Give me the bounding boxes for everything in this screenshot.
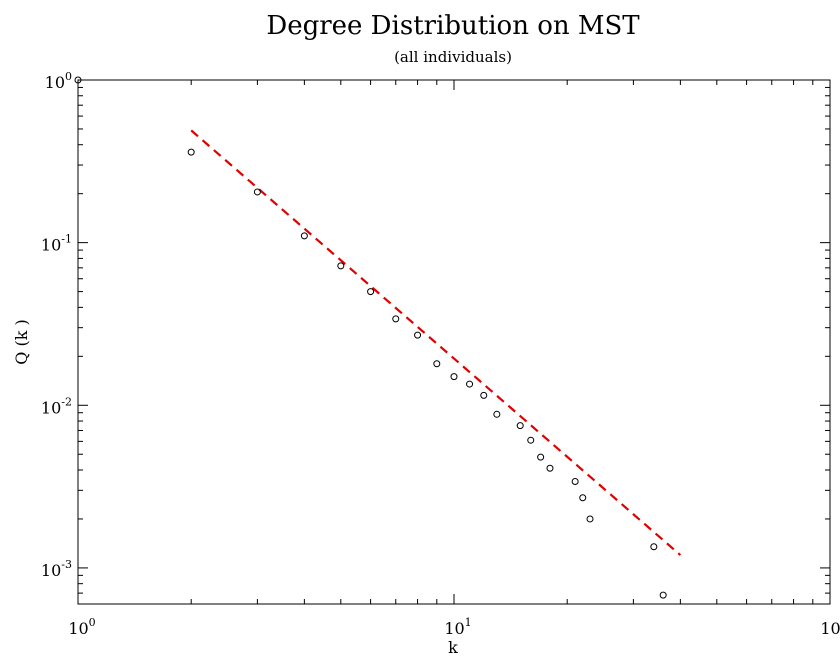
data-point [579,494,587,502]
data-point [527,436,535,444]
x-tick-label: 100 [68,616,95,638]
y-tick-label: 100 [45,70,72,92]
data-point [74,76,82,84]
fit-line [190,129,682,556]
fit-line-group [190,129,682,556]
data-point [571,477,579,485]
data-point [187,148,195,156]
axis-ticks: 100 101 102 100 10-1 10-2 10-3 [41,70,840,638]
x-tick-label: 102 [820,616,840,638]
data-point [586,515,594,523]
chart-subtitle: (all individuals) [394,48,512,66]
data-point [466,380,474,388]
data-point [546,464,554,472]
data-point [537,453,545,461]
data-point [253,188,261,196]
data-point [480,391,488,399]
data-point [450,373,458,381]
data-point [414,331,422,339]
plot-frame [77,79,831,605]
x-axis-label: k [448,638,458,657]
chart-title: Degree Distribution on MST [266,11,640,41]
data-point [493,410,501,418]
y-tick-label: 10-1 [41,233,72,255]
y-tick-label: 10-3 [41,558,72,580]
data-point [433,360,441,368]
data-points [74,76,667,599]
data-point [516,422,524,430]
y-tick-label: 10-2 [41,395,72,417]
y-axis-label: Q (k ) [12,319,31,364]
data-point [367,288,375,296]
data-point [300,232,308,240]
data-point [337,262,345,270]
data-point [392,315,400,323]
data-point [659,591,667,599]
x-tick-label: 101 [444,616,471,638]
data-point [650,543,658,551]
